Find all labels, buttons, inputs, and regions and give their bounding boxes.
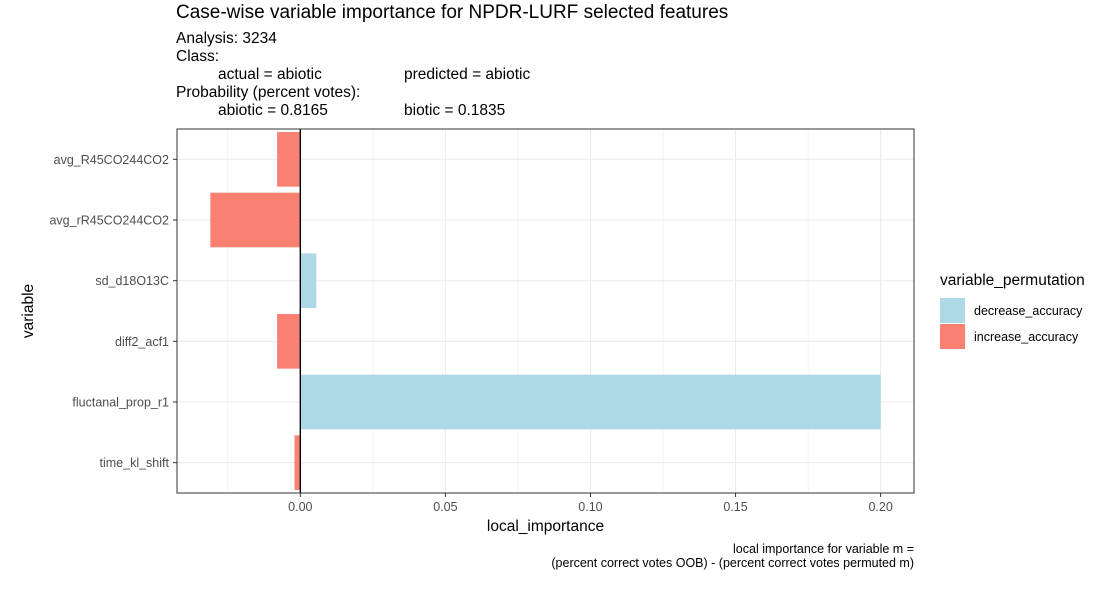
y-tick-label: sd_d18O13C [95,274,169,288]
legend-key-increase-accuracy [940,324,965,349]
subtitle-analysis: Analysis: 3234 [176,30,277,47]
subtitle-probability-heading: Probability (percent votes): [176,84,361,101]
bar-avg_rR45CO244CO2 [210,192,301,248]
subtitle-actual: actual = abiotic [218,66,322,83]
x-tick-label: 0.00 [288,500,312,514]
legend-label-increase-accuracy: increase_accuracy [974,330,1079,344]
panel-border [176,128,915,494]
y-tick-label: avg_R45CO244CO2 [54,153,169,167]
bar-diff2_acf1 [277,314,301,369]
subtitle-predicted: predicted = abiotic [404,66,531,83]
y-axis-title: variable [20,284,37,338]
chart-title: Case-wise variable importance for NPDR-L… [176,2,729,23]
subtitle-biotic-prob: biotic = 0.1835 [404,102,506,119]
y-tick-label: diff2_acf1 [115,335,169,349]
caption-line-1: local importance for variable m = [733,542,914,556]
x-tick-label: 0.10 [578,500,602,514]
x-axis-title: local_importance [487,518,604,535]
subtitle-abiotic-prob: abiotic = 0.8165 [218,102,328,119]
bar-avg_R45CO244CO2 [277,132,301,187]
y-tick-label: fluctanal_prop_r1 [72,396,169,410]
x-tick-label: 0.05 [433,500,457,514]
x-tick-label: 0.15 [723,500,747,514]
caption-line-2: (percent correct votes OOB) - (percent c… [551,556,914,570]
subtitle-class-heading: Class: [176,48,220,65]
legend-key-decrease-accuracy [940,298,965,323]
bar-time_kl_shift [294,435,301,490]
bar-sd_d18O13C [300,253,317,308]
legend-title: variable_permutation [940,272,1085,289]
bar-fluctanal_prop_r1 [300,374,881,430]
x-tick-label: 0.20 [868,500,892,514]
legend-label-decrease-accuracy: decrease_accuracy [974,304,1083,318]
y-tick-label: time_kl_shift [100,456,170,470]
y-tick-label: avg_rR45CO244CO2 [49,214,169,228]
